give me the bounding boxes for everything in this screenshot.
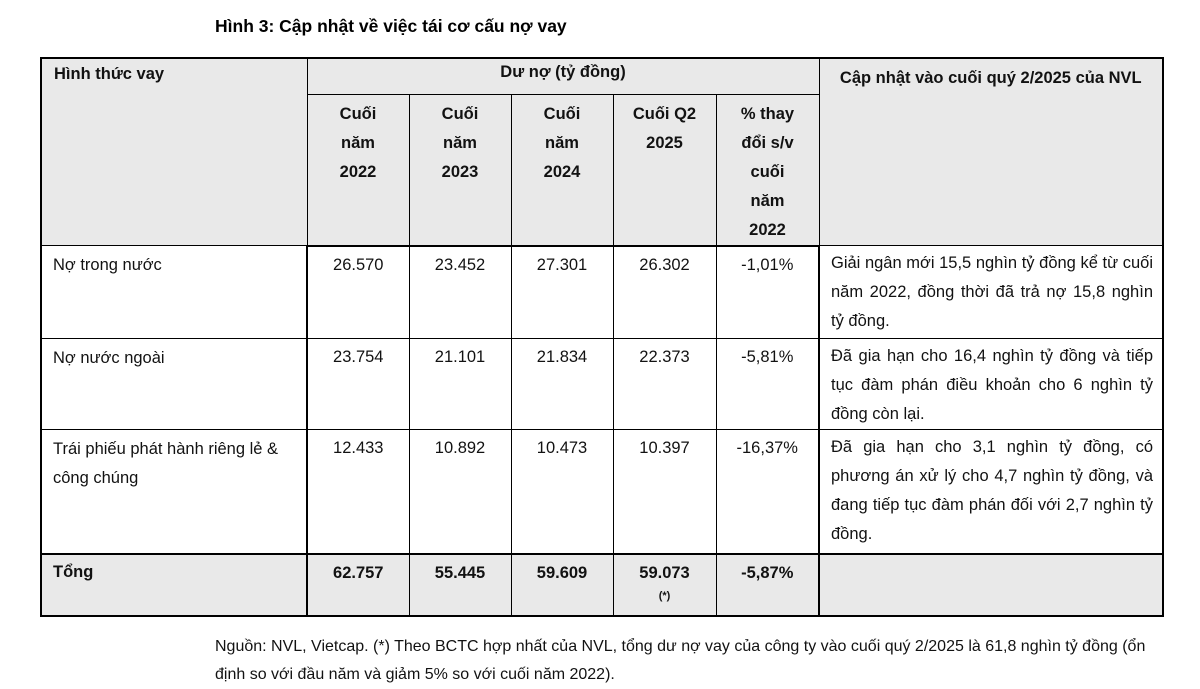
period-header-pct-change: % thay đổi s/v cuối năm 2022 xyxy=(715,93,820,247)
debt-value: 27.301 xyxy=(510,245,614,339)
debt-value: 23.754 xyxy=(306,338,410,430)
table-row-bonds: Trái phiếu phát hành riêng lẻ & công chú… xyxy=(40,429,1164,554)
figure-title: Hình 3: Cập nhật về việc tái cơ cấu nợ v… xyxy=(215,16,567,36)
total-value: 59.073 (*) xyxy=(612,552,717,616)
update-note: Đã gia hạn cho 16,4 nghìn tỷ đồng và tiế… xyxy=(818,338,1164,430)
debt-value: 21.101 xyxy=(408,338,512,430)
period-header-end-2024: Cuối năm 2024 xyxy=(510,93,614,247)
row-label: Nợ trong nước xyxy=(40,245,308,339)
total-value: 62.757 xyxy=(306,552,410,616)
period-header-end-q2-2025: Cuối Q2 2025 xyxy=(612,93,717,247)
period-header-end-2023: Cuối năm 2023 xyxy=(408,93,512,247)
total-update-cell-empty xyxy=(818,552,1164,616)
source-footnote: Nguồn: NVL, Vietcap. (*) Theo BCTC hợp n… xyxy=(215,637,1146,683)
debt-restructuring-table: Hình thức vay Dư nợ (tỷ đồng) Cập nhật v… xyxy=(40,57,1164,617)
debt-value: 10.397 xyxy=(612,429,717,554)
update-q2-2025-column-header: Cập nhật vào cuối quý 2/2025 của NVL xyxy=(818,57,1164,246)
outstanding-debt-group-header: Dư nợ (tỷ đồng) xyxy=(306,57,820,95)
debt-value: 10.473 xyxy=(510,429,614,554)
table-row-foreign-debt: Nợ nước ngoài 23.754 21.101 21.834 22.37… xyxy=(40,338,1164,430)
loan-type-column-header: Hình thức vay xyxy=(40,57,308,246)
total-value-q2-2025: 59.073 xyxy=(639,563,690,582)
header-row-top: Hình thức vay Dư nợ (tỷ đồng) Cập nhật v… xyxy=(40,57,1164,246)
table-row-domestic-debt: Nợ trong nước 26.570 23.452 27.301 26.30… xyxy=(40,245,1164,339)
pct-change-value: -1,01% xyxy=(715,245,820,339)
total-pct-change: -5,87% xyxy=(715,552,820,616)
footnote-marker: (*) xyxy=(658,589,671,602)
debt-value: 22.373 xyxy=(612,338,717,430)
debt-value: 26.570 xyxy=(306,245,410,339)
debt-value: 12.433 xyxy=(306,429,410,554)
debt-value: 23.452 xyxy=(408,245,512,339)
debt-value: 21.834 xyxy=(510,338,614,430)
row-label: Nợ nước ngoài xyxy=(40,338,308,430)
update-note: Đã gia hạn cho 3,1 nghìn tỷ đồng, có phư… xyxy=(818,429,1164,554)
pct-change-value: -5,81% xyxy=(715,338,820,430)
update-note: Giải ngân mới 15,5 nghìn tỷ đồng kể từ c… xyxy=(818,245,1164,339)
total-value: 55.445 xyxy=(408,552,512,616)
debt-value: 10.892 xyxy=(408,429,512,554)
row-label: Trái phiếu phát hành riêng lẻ & công chú… xyxy=(40,429,308,554)
table-row-total: Tổng 62.757 55.445 59.609 59.073 (*) -5,… xyxy=(40,552,1164,616)
period-header-end-2022: Cuối năm 2022 xyxy=(306,93,410,247)
header-row-periods: Cuối năm 2022 Cuối năm 2023 Cuối năm 202… xyxy=(41,93,1163,247)
debt-value: 26.302 xyxy=(612,245,717,339)
total-value: 59.609 xyxy=(510,552,614,616)
total-label: Tổng xyxy=(40,552,308,616)
pct-change-value: -16,37% xyxy=(715,429,820,554)
